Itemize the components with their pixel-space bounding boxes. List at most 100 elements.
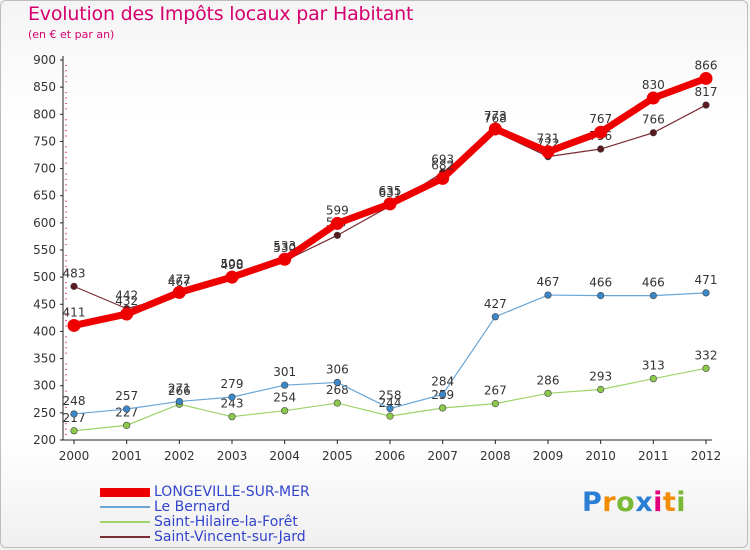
logo-letter: o — [616, 487, 636, 518]
x-tick-label: 2012 — [691, 449, 722, 463]
data-point-saint-hilaire-la-for-t — [70, 427, 78, 435]
data-label-le-bernard: 301 — [273, 365, 296, 379]
x-tick-label: 2005 — [322, 449, 353, 463]
data-label-le-bernard: 279 — [221, 377, 244, 391]
data-label-saint-hilaire-la-for-t: 286 — [537, 373, 560, 387]
data-label-saint-hilaire-la-for-t: 268 — [326, 383, 349, 397]
legend-swatch-longeville-sur-mer — [100, 487, 150, 497]
x-tick-label: 2006 — [375, 449, 406, 463]
data-point-longeville-sur-mer — [225, 270, 239, 284]
x-tick-label: 2011 — [638, 449, 669, 463]
data-label-le-bernard: 306 — [326, 362, 349, 376]
x-tick-label: 2004 — [269, 449, 300, 463]
data-point-le-bernard — [702, 289, 710, 297]
data-label-saint-vincent-sur-jard: 768 — [484, 112, 507, 126]
data-point-saint-hilaire-la-for-t — [491, 400, 499, 408]
data-label-saint-hilaire-la-for-t: 217 — [63, 411, 86, 425]
data-point-le-bernard — [123, 405, 131, 413]
data-label-saint-hilaire-la-for-t: 293 — [589, 370, 612, 384]
data-point-longeville-sur-mer — [172, 285, 186, 299]
y-tick-label: 850 — [33, 80, 56, 94]
data-label-saint-vincent-sur-jard: 483 — [63, 266, 86, 280]
data-point-longeville-sur-mer — [67, 318, 81, 332]
data-label-le-bernard: 466 — [642, 276, 665, 290]
data-label-saint-hilaire-la-for-t: 267 — [484, 384, 507, 398]
y-tick-label: 450 — [33, 297, 56, 311]
data-label-saint-vincent-sur-jard: 442 — [115, 289, 138, 303]
data-label-longeville-sur-mer: 533 — [273, 239, 296, 253]
data-label-saint-vincent-sur-jard: 693 — [431, 152, 454, 166]
y-tick-label: 200 — [33, 433, 56, 447]
x-tick-label: 2010 — [585, 449, 616, 463]
data-label-saint-hilaire-la-for-t: 332 — [695, 348, 718, 362]
data-label-le-bernard: 271 — [168, 381, 191, 395]
data-label-le-bernard: 427 — [484, 297, 507, 311]
data-label-saint-vincent-sur-jard: 467 — [168, 275, 191, 289]
data-label-le-bernard: 258 — [379, 389, 402, 403]
y-tick-label: 800 — [33, 107, 56, 121]
x-tick-label: 2008 — [480, 449, 511, 463]
y-tick-label: 300 — [33, 379, 56, 393]
data-label-longeville-sur-mer: 500 — [221, 257, 244, 271]
y-tick-label: 900 — [33, 53, 56, 67]
data-label-longeville-sur-mer: 830 — [642, 78, 665, 92]
data-point-longeville-sur-mer — [278, 252, 292, 266]
data-point-longeville-sur-mer — [699, 71, 713, 85]
data-point-longeville-sur-mer — [646, 91, 660, 105]
y-tick-label: 250 — [33, 406, 56, 420]
data-point-saint-vincent-sur-jard — [649, 129, 657, 137]
data-point-longeville-sur-mer — [436, 171, 450, 185]
data-label-saint-vincent-sur-jard: 498 — [221, 258, 244, 272]
data-label-longeville-sur-mer: 635 — [379, 184, 402, 198]
legend-label-le-bernard: Le Bernard — [154, 499, 231, 515]
data-point-saint-vincent-sur-jard — [333, 231, 341, 239]
x-tick-label: 2001 — [111, 449, 142, 463]
data-label-le-bernard: 467 — [537, 275, 560, 289]
data-label-le-bernard: 248 — [63, 394, 86, 408]
data-point-saint-vincent-sur-jard — [597, 145, 605, 153]
data-label-le-bernard: 466 — [589, 276, 612, 290]
data-label-saint-hilaire-la-for-t: 254 — [273, 391, 296, 405]
data-point-saint-hilaire-la-for-t — [123, 421, 131, 429]
data-label-saint-vincent-sur-jard: 631 — [379, 186, 402, 200]
data-label-longeville-sur-mer: 866 — [695, 58, 718, 72]
legend-swatch-saint-vincent-sur-jard — [100, 536, 150, 538]
data-point-saint-hilaire-la-for-t — [544, 389, 552, 397]
data-label-longeville-sur-mer: 767 — [589, 112, 612, 126]
data-label-longeville-sur-mer: 472 — [168, 272, 191, 286]
legend-swatch-saint-hilaire-la-for-t — [100, 521, 150, 523]
data-point-le-bernard — [333, 378, 341, 387]
legend-label-longeville-sur-mer: LONGEVILLE-SUR-MER — [154, 484, 310, 500]
data-point-longeville-sur-mer — [383, 197, 397, 211]
data-point-longeville-sur-mer — [541, 145, 555, 159]
x-tick-label: 2002 — [164, 449, 195, 463]
data-label-saint-hilaire-la-for-t: 243 — [221, 397, 244, 411]
data-point-saint-hilaire-la-for-t — [439, 404, 447, 412]
data-point-saint-hilaire-la-for-t — [333, 399, 341, 407]
y-tick-label: 550 — [33, 243, 56, 257]
data-label-le-bernard: 471 — [695, 273, 718, 287]
data-point-le-bernard — [649, 292, 657, 300]
data-label-longeville-sur-mer: 411 — [63, 305, 86, 319]
data-point-longeville-sur-mer — [330, 216, 344, 230]
logo-letter: r — [602, 487, 617, 518]
data-point-saint-hilaire-la-for-t — [386, 412, 394, 420]
chart-title: Evolution des Impôts locaux par Habitant — [28, 3, 414, 25]
y-tick-label: 350 — [33, 352, 56, 366]
logo-letter: P — [582, 487, 603, 518]
data-label-longeville-sur-mer: 731 — [537, 132, 560, 146]
data-point-saint-hilaire-la-for-t — [649, 375, 657, 383]
y-tick-label: 600 — [33, 216, 56, 230]
y-tick-label: 700 — [33, 162, 56, 176]
data-point-le-bernard — [544, 291, 552, 299]
logo-letter: x — [635, 487, 654, 518]
data-point-le-bernard — [597, 292, 605, 300]
data-label-longeville-sur-mer: 682 — [431, 158, 454, 172]
data-point-saint-hilaire-la-for-t — [597, 385, 605, 394]
data-label-saint-hilaire-la-for-t: 266 — [168, 384, 191, 398]
data-point-saint-hilaire-la-for-t — [228, 413, 236, 421]
data-point-le-bernard — [228, 393, 236, 401]
y-tick-label: 650 — [33, 189, 56, 203]
